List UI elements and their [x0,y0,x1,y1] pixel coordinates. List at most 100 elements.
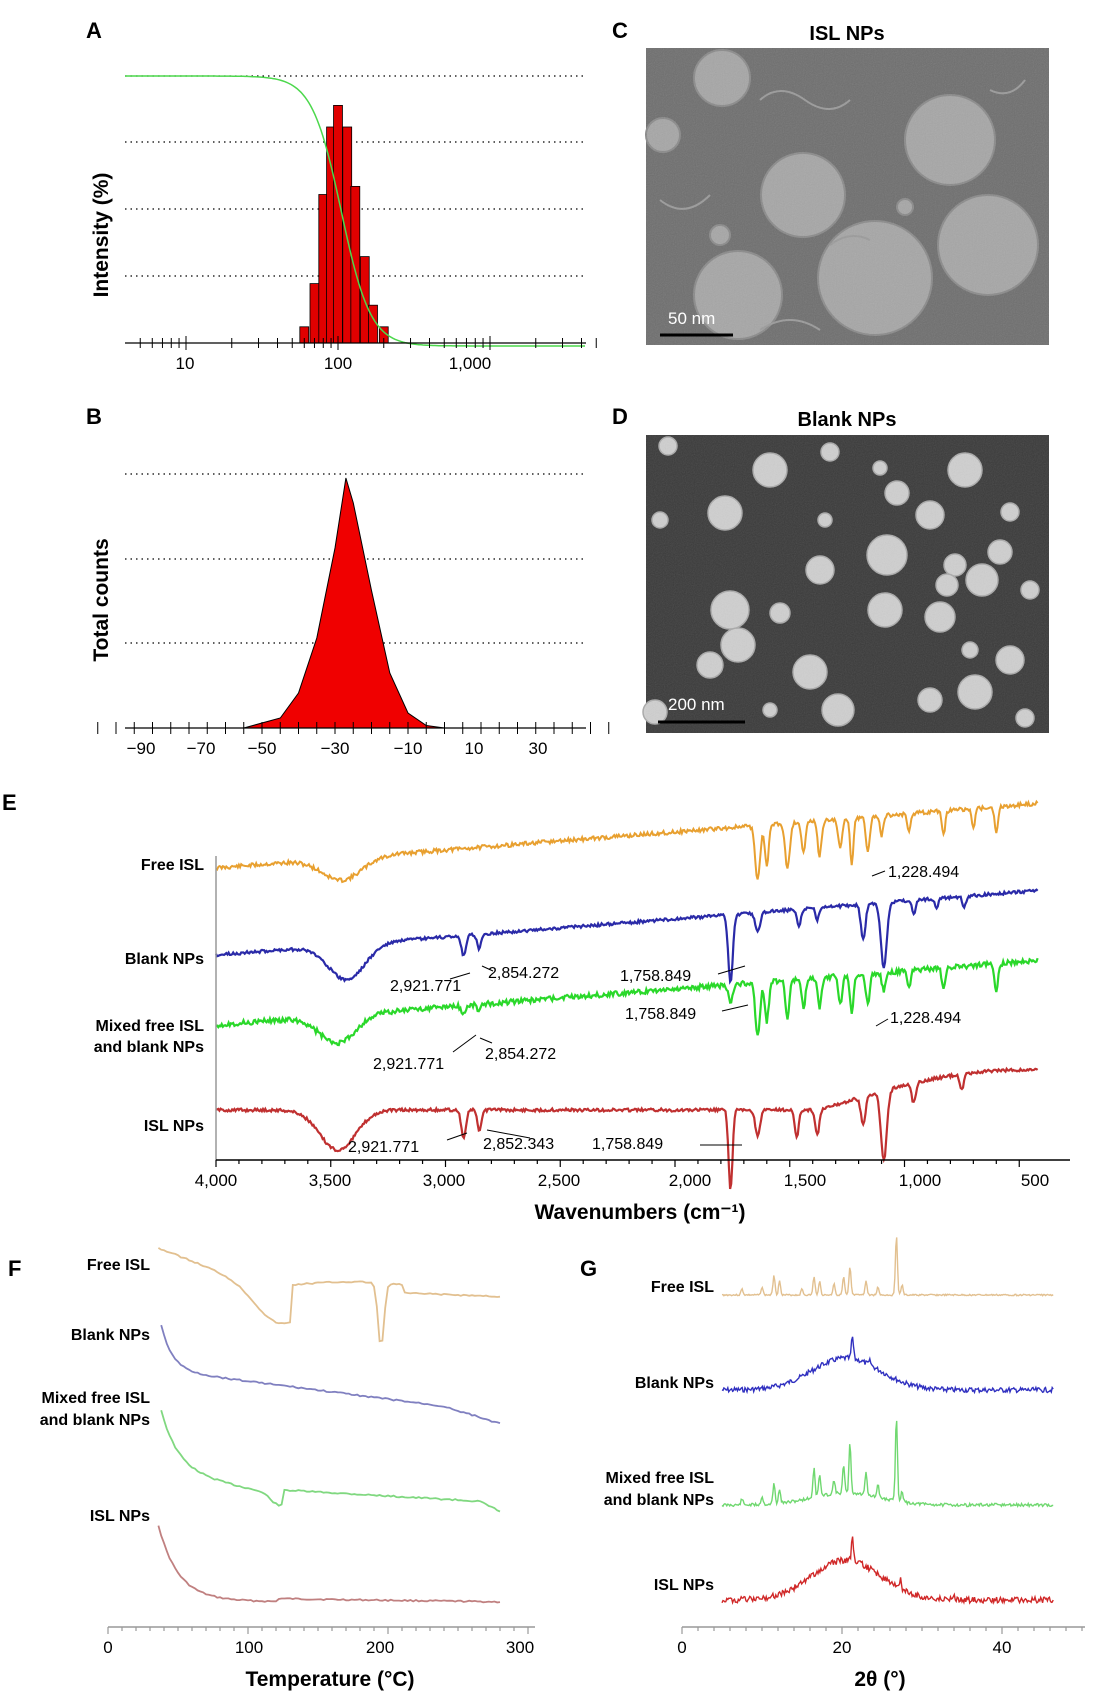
panel-b-xtick: 30 [529,739,548,758]
panel-e-xtick: 4,000 [195,1171,238,1190]
panel-a-label: A [86,18,102,43]
panel-g-ticks [681,1627,1083,1634]
xrd-isl-nps-line [721,1536,1054,1606]
panel-f-xtick: 300 [506,1638,534,1657]
ftir-annotation: 2,921.771 [390,978,461,995]
series-label-blank-nps: Blank NPs [125,951,204,968]
panel-g-xtick: 40 [993,1638,1012,1657]
ftir-annotation: 2,852.343 [483,1136,554,1153]
panel-g-xtick: 0 [677,1638,686,1657]
panel-b-ylabel: Total counts [90,538,113,661]
xrd-blank-nps-line [721,1336,1054,1395]
ftir-mixed-line [215,956,1039,1047]
panel-f-xtick: 200 [366,1638,394,1657]
histogram-bar [309,283,320,344]
panel-b-xtick: −90 [127,739,156,758]
panel-e-xtick: 1,500 [784,1171,827,1190]
panel-g-label: G [580,1256,597,1281]
series-label-free-isl: Free ISL [87,1257,150,1274]
series-label-isl-nps: ISL NPs [90,1508,150,1525]
panel-f-label: F [8,1256,21,1281]
panel-a-xtick: 10 [176,354,195,373]
panel-d-scale-label: 200 nm [668,695,725,714]
panel-e-label: E [2,790,17,815]
dsc-free-isl-line [157,1247,501,1343]
panel-b-ticks [97,722,610,734]
ftir-annotation: 2,854.272 [488,965,559,982]
series-label-mixed: Mixed free ISL [606,1470,715,1487]
ftir-annotation: 2,854.272 [485,1046,556,1063]
panel-c-scale-label: 50 nm [668,309,715,328]
xrd-mixed-line [721,1420,1054,1509]
panel-e-xtick: 2,500 [538,1171,581,1190]
panel-e-xtick: 3,000 [423,1171,466,1190]
tem-image-blank: 200 nm [642,435,1049,733]
histogram-bar [350,185,361,344]
panel-e-xtick: 500 [1021,1171,1049,1190]
ftir-annotation: 1,758.849 [625,1006,696,1023]
series-label-isl-nps: ISL NPs [654,1577,714,1594]
panel-f-xlabel: Temperature (°C) [245,1668,414,1691]
series-label-mixed: Mixed free ISL [96,1018,205,1035]
panel-c-label: C [612,18,628,43]
panel-d: D Blank NPs [612,404,1049,733]
series-label-blank-nps: Blank NPs [71,1327,150,1344]
panel-f-xtick: 0 [103,1638,112,1657]
panel-c: C ISL NPs [612,18,1049,345]
series-label-mixed: Mixed free ISL [42,1390,151,1407]
panel-e-xtick: 3,500 [309,1171,352,1190]
panel-g-xtick: 20 [833,1638,852,1657]
ftir-annotation: 1,228.494 [890,1010,961,1027]
tem-image-isl: 50 nm [645,48,1049,345]
panel-e-xlabel: Wavenumbers (cm⁻¹) [534,1201,745,1224]
ftir-blank-nps-line [215,888,1039,985]
panel-e-ticks [215,1160,1020,1167]
xrd-free-isl-line [721,1237,1054,1297]
panel-f-xtick: 100 [235,1638,263,1657]
ftir-annotation: 1,228.494 [888,864,959,881]
panel-a-ylabel: Intensity (%) [90,173,113,298]
panel-b-xtick: −30 [321,739,350,758]
panel-f-ticks [107,1627,529,1634]
series-label-mixed-2: and blank NPs [94,1039,204,1056]
dsc-mixed-line [160,1410,501,1513]
dsc-blank-nps-line [160,1324,501,1424]
panel-a-xtick: 1,000 [449,354,492,373]
panel-c-title: ISL NPs [809,23,884,45]
ftir-annotation: 2,921.771 [348,1139,419,1156]
panel-e: E Free ISL Blank NPs Mixed free ISL and … [2,790,1070,1224]
panel-f: F Free ISL Blank NPs Mixed free ISL and … [8,1247,535,1691]
series-label-free-isl: Free ISL [651,1279,714,1296]
panel-a: A Intensity (%) 10 100 1,000 [86,18,597,373]
series-label-mixed-2: and blank NPs [604,1492,714,1509]
panel-d-title: Blank NPs [798,409,897,431]
panel-b-area [243,477,445,729]
panel-d-label: D [612,404,628,429]
panel-a-cumulative-line [125,75,585,347]
ftir-annotation: 2,921.771 [373,1056,444,1073]
series-label-blank-nps: Blank NPs [635,1375,714,1392]
panel-e-xtick: 1,000 [899,1171,942,1190]
ftir-annotation-arrows [446,870,889,1146]
series-label-mixed-2: and blank NPs [40,1412,150,1429]
panel-b-xtick: −70 [187,739,216,758]
ftir-annotation: 1,758.849 [592,1136,663,1153]
ftir-annotation: 1,758.849 [620,968,691,985]
histogram-bar [333,105,343,344]
panel-b-xtick: 10 [465,739,484,758]
panel-b-xtick: −10 [394,739,423,758]
dsc-isl-nps-line [157,1525,501,1604]
panel-b-label: B [86,404,102,429]
panel-g: G Free ISL Blank NPs Mixed free ISL and … [580,1237,1085,1691]
series-label-free-isl: Free ISL [141,857,204,874]
panel-a-ticks [139,336,597,350]
panel-b-xtick: −50 [248,739,277,758]
panel-e-xtick: 2,000 [669,1171,712,1190]
panel-g-xlabel: 2θ (°) [854,1668,905,1691]
panel-a-xtick: 100 [324,354,352,373]
ftir-free-isl-line [215,799,1039,884]
series-label-isl-nps: ISL NPs [144,1118,204,1135]
panel-b: B Total counts −90 −70 −50 −30 −10 10 30 [86,404,610,758]
ftir-isl-nps-line [215,1066,1039,1190]
